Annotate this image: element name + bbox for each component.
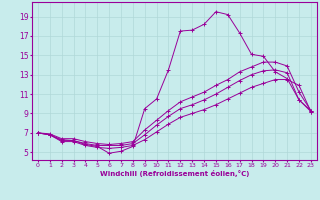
X-axis label: Windchill (Refroidissement éolien,°C): Windchill (Refroidissement éolien,°C) (100, 170, 249, 177)
